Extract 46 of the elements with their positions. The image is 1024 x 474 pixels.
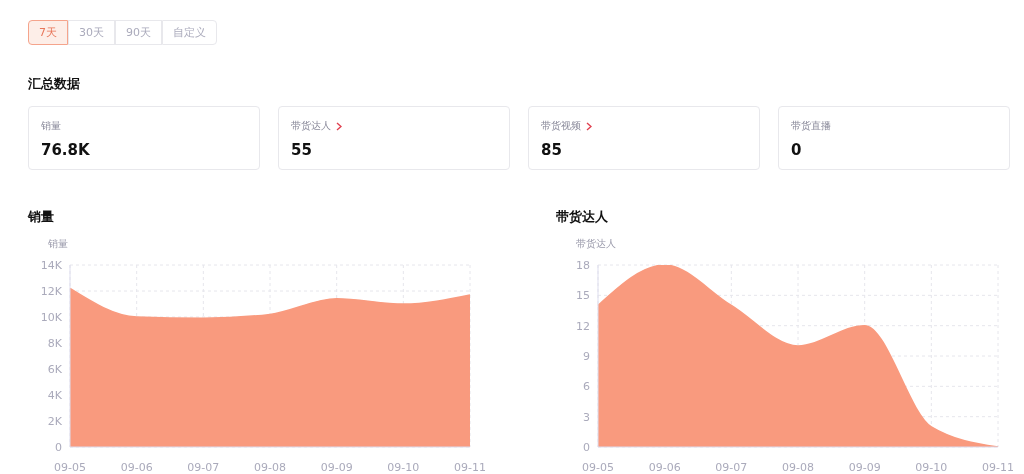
text: 90天: [115, 20, 162, 45]
x-tick-label: 09-05: [54, 460, 86, 474]
text: 带货视频: [541, 119, 581, 133]
x-tick-label: 09-07: [715, 460, 748, 474]
y-tick-label: 18: [576, 258, 590, 272]
text: 55: [291, 141, 312, 159]
y-tick-label: 6K: [47, 362, 63, 376]
y-tick-label: 0: [55, 440, 62, 454]
text: 带货直播: [791, 119, 831, 133]
chart-title: 销量: [28, 208, 54, 226]
y-axis-title: 销量: [48, 237, 68, 251]
text: 汇总数据: [28, 75, 80, 93]
x-tick-label: 09-11: [982, 460, 1014, 474]
text: 0: [791, 141, 802, 159]
y-tick-label: 3: [583, 410, 590, 424]
x-tick-label: 09-06: [648, 460, 681, 474]
y-tick-label: 0: [583, 440, 590, 454]
text: 85: [541, 141, 562, 159]
text: 带货达人: [291, 119, 331, 133]
x-tick-label: 09-09: [848, 460, 881, 474]
y-axis-title: 带货达人: [576, 237, 616, 251]
x-tick-label: 09-09: [320, 460, 353, 474]
x-tick-label: 09-08: [254, 460, 286, 474]
y-tick-label: 14K: [40, 258, 63, 272]
x-tick-label: 09-06: [120, 460, 153, 474]
chart-title: 带货达人: [556, 208, 608, 226]
y-tick-label: 4K: [47, 388, 63, 402]
x-tick-label: 09-11: [454, 460, 486, 474]
x-tick-label: 09-05: [582, 460, 614, 474]
y-tick-label: 8K: [47, 336, 63, 350]
y-tick-label: 2K: [47, 414, 63, 428]
x-tick-label: 09-10: [915, 460, 948, 474]
x-tick-label: 09-07: [187, 460, 220, 474]
text: 30天: [68, 20, 115, 45]
text: 76.8K: [41, 141, 90, 159]
x-tick-label: 09-10: [387, 460, 420, 474]
text: 自定义: [162, 20, 217, 45]
y-tick-label: 10K: [40, 310, 63, 324]
text: 7天: [28, 20, 68, 45]
y-tick-label: 12K: [40, 284, 63, 298]
y-tick-label: 12: [576, 319, 590, 333]
x-tick-label: 09-08: [782, 460, 814, 474]
text: 销量: [41, 119, 61, 133]
y-tick-label: 9: [583, 349, 590, 363]
y-tick-label: 15: [576, 289, 590, 303]
y-tick-label: 6: [583, 380, 590, 394]
